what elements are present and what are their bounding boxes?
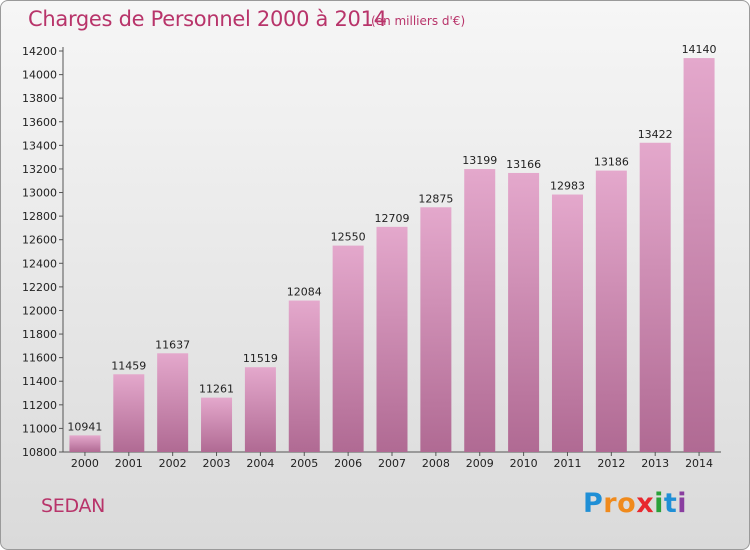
- bars: 10941 11459 11637 11261 11519 12084 12550 12709…: [67, 43, 717, 452]
- logo-letter: r: [603, 488, 618, 519]
- axes: 10800 11000 11200 11400 11600 11800 12000 12200…: [22, 45, 721, 470]
- bar: [639, 142, 671, 452]
- x-tick-label: 2008: [422, 457, 450, 470]
- bar-value-label: 11261: [199, 383, 234, 396]
- y-tick-label: 13600: [22, 116, 57, 129]
- y-tick-label: 10800: [22, 446, 57, 459]
- y-tick-label: 12800: [22, 210, 57, 223]
- y-tick-label: 12200: [22, 281, 57, 294]
- x-tick-label: 2005: [290, 457, 318, 470]
- bar: [157, 353, 189, 452]
- logo-letter: i: [654, 488, 664, 519]
- y-tick-label: 11200: [22, 399, 57, 412]
- y-tick-label: 13400: [22, 139, 57, 152]
- x-tick-label: 2009: [466, 457, 494, 470]
- bar-value-label: 10941: [67, 420, 102, 433]
- y-tick-label: 14200: [22, 45, 57, 58]
- y-tick-label: 11400: [22, 375, 57, 388]
- logo-letter: o: [617, 488, 637, 519]
- bar: [551, 194, 583, 452]
- proxiti-logo: Proxiti: [583, 488, 687, 519]
- bar-value-label: 13186: [594, 156, 629, 169]
- bar-value-label: 13422: [638, 128, 673, 141]
- chart-subtitle: (en milliers d'€): [371, 14, 466, 28]
- x-tick-label: 2003: [203, 457, 231, 470]
- x-tick-label: 2013: [641, 457, 669, 470]
- y-tick-label: 13800: [22, 92, 57, 105]
- logo-letter: x: [636, 488, 655, 519]
- bar-value-label: 13166: [506, 158, 541, 171]
- y-tick-label: 11800: [22, 328, 57, 341]
- y-tick-label: 12400: [22, 257, 57, 270]
- logo-letter: t: [663, 488, 678, 519]
- bar: [244, 367, 276, 452]
- x-tick-label: 2012: [597, 457, 625, 470]
- bar: [595, 170, 627, 452]
- bar-value-label: 12550: [331, 231, 366, 244]
- y-tick-label: 13200: [22, 163, 57, 176]
- bar: [683, 58, 715, 452]
- city-name: SEDAN: [41, 495, 106, 517]
- chart-title: Charges de Personnel 2000 à 2014: [28, 7, 387, 31]
- bar: [508, 172, 540, 452]
- logo-letter: P: [583, 488, 604, 519]
- logo-letter: i: [677, 488, 688, 519]
- y-tick-label: 13000: [22, 187, 57, 200]
- x-tick-label: 2001: [115, 457, 143, 470]
- y-tick-label: 14000: [22, 69, 57, 82]
- bar-value-label: 12709: [375, 212, 410, 225]
- x-tick-label: 2002: [159, 457, 187, 470]
- x-tick-label: 2011: [553, 457, 581, 470]
- x-tick-label: 2006: [334, 457, 362, 470]
- y-tick-label: 12000: [22, 304, 57, 317]
- bar: [420, 207, 452, 452]
- bar: [464, 169, 496, 452]
- y-tick-label: 12600: [22, 234, 57, 247]
- bar: [332, 245, 364, 452]
- bar-value-label: 12983: [550, 180, 585, 193]
- x-tick-label: 2000: [71, 457, 99, 470]
- y-tick-label: 11600: [22, 352, 57, 365]
- bar: [69, 435, 101, 452]
- bar-value-label: 12084: [287, 286, 322, 299]
- x-tick-label: 2004: [246, 457, 274, 470]
- bar: [376, 226, 408, 452]
- bar-value-label: 13199: [462, 154, 497, 167]
- bar: [201, 397, 233, 452]
- bar: [288, 300, 320, 452]
- x-tick-label: 2010: [510, 457, 538, 470]
- bar-value-label: 11459: [111, 359, 146, 372]
- bar-value-label: 14140: [682, 43, 717, 56]
- bar-value-label: 11637: [155, 338, 190, 351]
- bar: [113, 374, 145, 452]
- x-tick-label: 2014: [685, 457, 713, 470]
- x-tick-label: 2007: [378, 457, 406, 470]
- bar-value-label: 12875: [418, 192, 453, 205]
- y-tick-label: 11000: [22, 422, 57, 435]
- bar-value-label: 11519: [243, 352, 278, 365]
